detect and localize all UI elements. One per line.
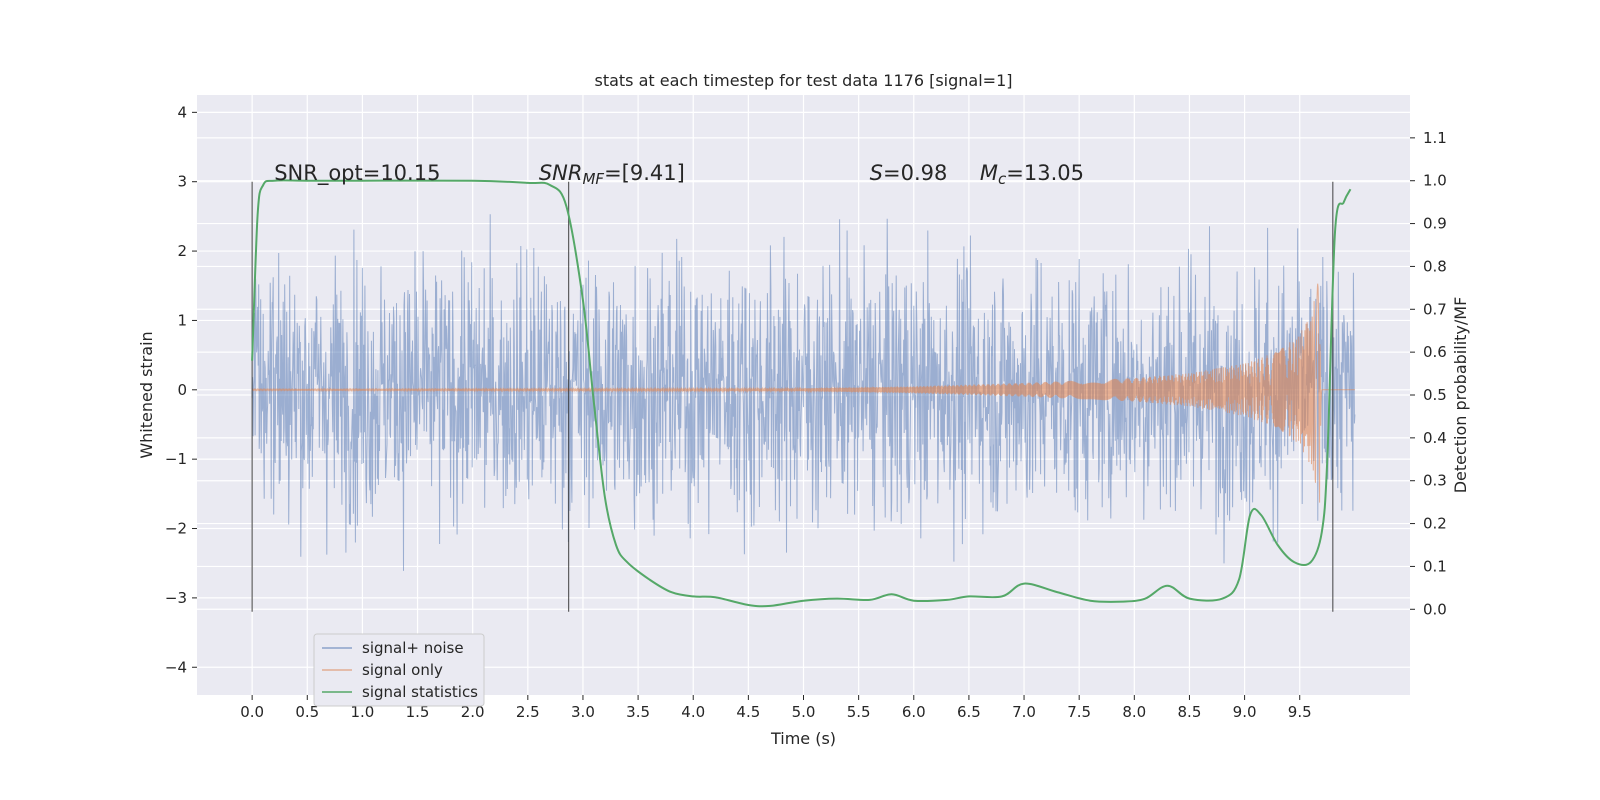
y-tick-label: 1 <box>177 311 187 329</box>
x-tick-label: 1.0 <box>350 703 374 721</box>
y-right-tick-label: 0.2 <box>1423 515 1447 533</box>
y-right-tick-label: 0.8 <box>1423 257 1447 275</box>
annotation-snr-mf: SNRMF=[9.41] <box>539 161 685 188</box>
x-tick-label: 6.5 <box>957 703 981 721</box>
y-tick-label: −3 <box>165 589 187 607</box>
legend: signal+ noise signal only signal statist… <box>313 633 485 707</box>
series-signal-statistics <box>251 179 1352 608</box>
statistics-trace <box>251 179 1352 608</box>
legend-box <box>313 633 485 707</box>
x-tick-label: 4.5 <box>736 703 760 721</box>
y-right-tick-label: 0.5 <box>1423 386 1447 404</box>
y-right-tick-label: 1.1 <box>1423 129 1447 147</box>
x-tick-label: 4.0 <box>681 703 705 721</box>
annotation-s-symbol: S <box>870 161 883 185</box>
y-tick-label: 4 <box>177 103 187 121</box>
annotation-s: S=0.98 <box>870 161 948 185</box>
x-tick-label: 3.0 <box>571 703 595 721</box>
y-axis-label: Whitened strain <box>137 331 156 458</box>
y-right-tick-label: 1.0 <box>1423 172 1447 190</box>
x-tick-label: 5.5 <box>847 703 871 721</box>
series-signal-only <box>251 283 1355 503</box>
y-right-tick-label: 0.1 <box>1423 557 1447 575</box>
vertical-markers <box>251 181 1334 612</box>
signal-trace <box>251 283 1355 503</box>
chart-title: stats at each timestep for test data 117… <box>594 71 1012 90</box>
annotation-snr-opt: SNR_opt=10.15 <box>274 161 440 186</box>
legend-label-signal-noise: signal+ noise <box>362 639 464 657</box>
y-right-tick-label: 0.0 <box>1423 600 1447 618</box>
x-tick-label: 7.5 <box>1067 703 1091 721</box>
y-tick-label: 0 <box>177 381 187 399</box>
y-right-tick-label: 0.7 <box>1423 300 1447 318</box>
annotation-snr-mf-subscript: MF <box>582 170 604 188</box>
annotation-mc-symbol: M <box>980 161 998 185</box>
x-tick-label: 7.0 <box>1012 703 1036 721</box>
x-tick-label: 1.5 <box>406 703 430 721</box>
legend-label-signal-only: signal only <box>362 661 443 679</box>
x-axis-label: Time (s) <box>770 729 836 748</box>
x-tick-label: 8.0 <box>1122 703 1146 721</box>
axis-ticks: 0.0 0.5 1.0 1.5 2.0 2.5 3.0 3.5 4.0 4.5 5.0 5.5 6.0 6… <box>165 103 1447 721</box>
annotation-mc: Mc=13.05 <box>980 161 1084 188</box>
y-tick-label: 2 <box>177 242 187 260</box>
y-tick-label: 3 <box>177 173 187 191</box>
x-tick-label: 2.0 <box>461 703 485 721</box>
y-tick-label: −2 <box>165 520 187 538</box>
y-right-tick-label: 0.6 <box>1423 343 1447 361</box>
annotation-snr-mf-symbol: SNR <box>539 161 583 185</box>
x-tick-label: 2.5 <box>516 703 540 721</box>
y-right-tick-label: 0.3 <box>1423 472 1447 490</box>
legend-label-signal-statistics: signal statistics <box>362 683 478 701</box>
x-tick-label: 6.0 <box>902 703 926 721</box>
annotation-s-value: =0.98 <box>883 161 947 185</box>
y-right-tick-label: 0.4 <box>1423 429 1447 447</box>
x-tick-label: 0.5 <box>295 703 319 721</box>
x-tick-label: 5.0 <box>792 703 816 721</box>
x-tick-label: 3.5 <box>626 703 650 721</box>
x-tick-label: 9.5 <box>1288 703 1312 721</box>
x-tick-label: 0.0 <box>240 703 264 721</box>
y-right-tick-label: 0.9 <box>1423 215 1447 233</box>
annotation-mc-subscript: c <box>998 170 1007 188</box>
annotation-mc-value: =13.05 <box>1006 161 1084 185</box>
x-tick-label: 8.5 <box>1178 703 1202 721</box>
y-tick-label: −4 <box>165 658 187 676</box>
x-tick-label: 9.0 <box>1233 703 1257 721</box>
y-tick-label: −1 <box>165 450 187 468</box>
y-axis-right-label: Detection probability/MF <box>1451 297 1470 494</box>
annotation-snr-mf-value: =[9.41] <box>604 161 685 185</box>
